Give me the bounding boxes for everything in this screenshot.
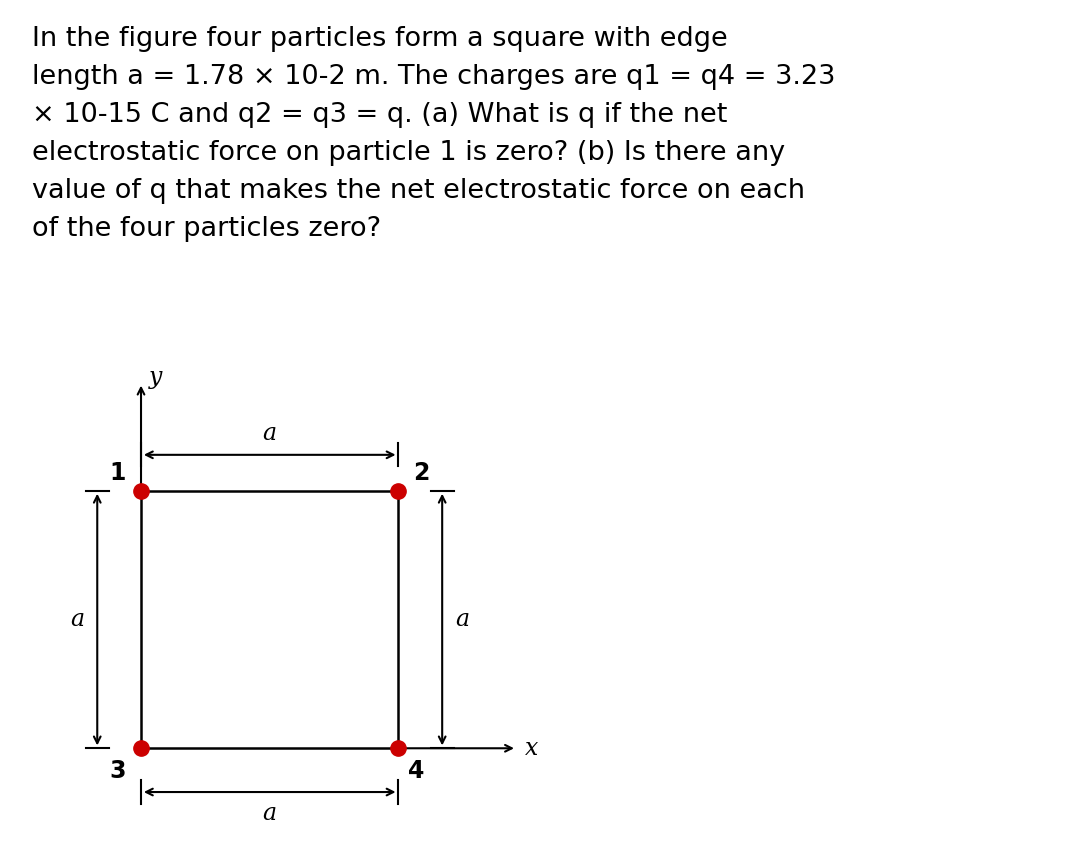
Text: a: a: [262, 422, 276, 445]
Text: In the figure four particles form a square with edge
length a = 1.78 × 10-2 m. T: In the figure four particles form a squa…: [32, 26, 836, 242]
Text: a: a: [262, 803, 276, 826]
Text: a: a: [70, 608, 84, 631]
Text: 3: 3: [109, 759, 126, 784]
Text: a: a: [455, 608, 469, 631]
Text: x: x: [525, 737, 538, 760]
Text: 2: 2: [414, 461, 430, 485]
Text: 4: 4: [408, 759, 424, 784]
Text: y: y: [149, 366, 162, 389]
Text: 1: 1: [110, 461, 126, 485]
